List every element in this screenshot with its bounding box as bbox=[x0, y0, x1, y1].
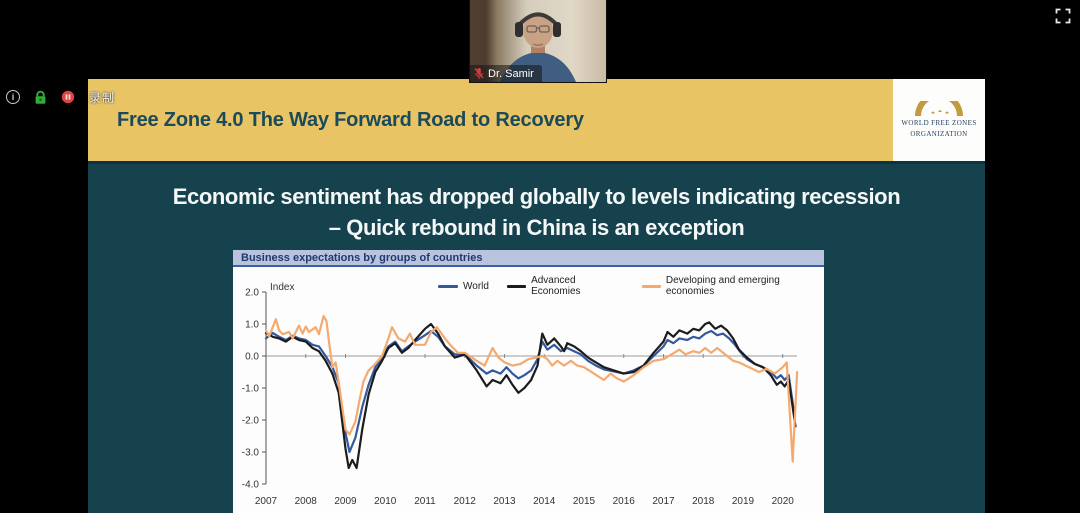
y-tick-label: -4.0 bbox=[242, 480, 260, 491]
meeting-statusbar: i 录制 bbox=[6, 88, 115, 106]
legend-label: Developing and emerging economies bbox=[665, 275, 780, 297]
legend-swatch bbox=[641, 284, 661, 288]
webcam-tile[interactable]: Dr. Samir bbox=[470, 0, 606, 82]
y-tick-label: -1.0 bbox=[242, 384, 260, 395]
x-tick-label: 2016 bbox=[613, 496, 636, 507]
x-tick-label: 2018 bbox=[692, 496, 715, 507]
org-logo: WORLD FREE ZONES ORGANIZATION bbox=[893, 79, 985, 161]
x-tick-label: 2009 bbox=[334, 496, 357, 507]
slide-header-title: Free Zone 4.0 The Way Forward Road to Re… bbox=[117, 108, 584, 131]
legend-item: Advanced Economies bbox=[506, 275, 624, 297]
x-tick-label: 2010 bbox=[374, 496, 397, 507]
x-tick-label: 2014 bbox=[533, 496, 556, 507]
y-tick-label: 1.0 bbox=[245, 320, 259, 331]
x-tick-label: 2020 bbox=[772, 496, 795, 507]
x-tick-label: 2015 bbox=[573, 496, 596, 507]
legend-swatch bbox=[438, 284, 458, 288]
fullscreen-icon[interactable] bbox=[1054, 7, 1072, 25]
x-tick-label: 2013 bbox=[493, 496, 516, 507]
x-tick-label: 2017 bbox=[652, 496, 675, 507]
chart-title: Business expectations by groups of count… bbox=[241, 251, 483, 264]
record-icon[interactable] bbox=[61, 90, 75, 104]
series-line bbox=[264, 314, 799, 463]
legend-label: World bbox=[463, 280, 489, 292]
x-tick-label: 2008 bbox=[295, 496, 318, 507]
y-tick-label: 2.0 bbox=[245, 288, 259, 299]
y-tick-label: -3.0 bbox=[242, 448, 260, 459]
participant-name: Dr. Samir bbox=[488, 67, 534, 80]
y-tick-label: -2.0 bbox=[242, 416, 260, 427]
mic-muted-icon bbox=[474, 68, 484, 79]
x-tick-label: 2019 bbox=[732, 496, 755, 507]
slide-body: Economic sentiment has dropped globally … bbox=[88, 161, 985, 513]
legend-label: Advanced Economies bbox=[531, 275, 581, 297]
chart-plot-area: 2.0 1.0 0.0 -1.0 -2.0 -3.0 -4.0 Index 2007 2008 20… bbox=[242, 282, 799, 507]
series-line bbox=[264, 329, 796, 454]
legend-item: World bbox=[438, 281, 489, 292]
series-line bbox=[264, 321, 797, 470]
x-tick-label: 2007 bbox=[255, 496, 278, 507]
logo-text-line1: WORLD FREE ZONES bbox=[901, 118, 977, 127]
slide-header: Free Zone 4.0 The Way Forward Road to Re… bbox=[88, 79, 985, 161]
chart-legend: World Advanced Economies Developing and em… bbox=[438, 275, 824, 297]
slide-title-line2: – Quick rebound in China is an exception bbox=[328, 215, 745, 240]
business-expectations-chart: Business expectations by groups of count… bbox=[233, 250, 824, 513]
logo-text-line2: ORGANIZATION bbox=[910, 130, 968, 138]
lock-icon[interactable] bbox=[34, 90, 47, 105]
legend-item: Developing and emerging economies bbox=[641, 275, 824, 297]
chart-title-bar: Business expectations by groups of count… bbox=[233, 250, 824, 267]
shared-screen-slide: Free Zone 4.0 The Way Forward Road to Re… bbox=[88, 79, 985, 513]
x-tick-label: 2012 bbox=[454, 496, 477, 507]
x-tick-label: 2011 bbox=[414, 496, 436, 507]
logo-arch-icon bbox=[915, 100, 963, 116]
legend-swatch bbox=[506, 284, 527, 288]
y-axis-title: Index bbox=[270, 282, 294, 293]
slide-header-band: Free Zone 4.0 The Way Forward Road to Re… bbox=[88, 79, 893, 161]
recording-label: 录制 bbox=[89, 90, 116, 105]
slide-title: Economic sentiment has dropped globally … bbox=[88, 164, 985, 243]
info-icon[interactable]: i bbox=[6, 90, 20, 104]
y-tick-label: 0.0 bbox=[245, 352, 259, 363]
slide-title-line1: Economic sentiment has dropped globally … bbox=[172, 184, 901, 209]
participant-nametag: Dr. Samir bbox=[470, 65, 542, 82]
